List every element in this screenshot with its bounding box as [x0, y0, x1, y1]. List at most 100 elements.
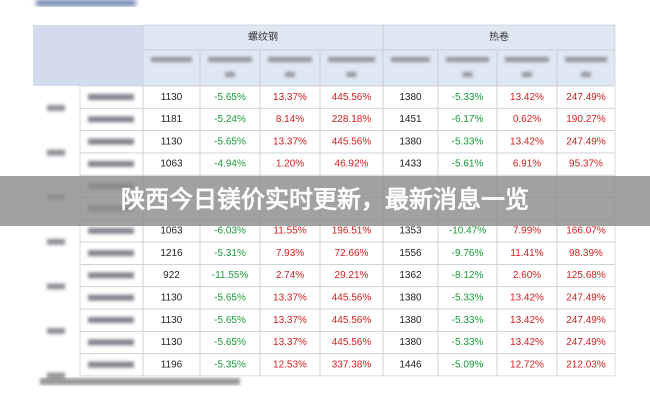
- cell-text: 11.41%: [510, 248, 543, 259]
- group-name-blur: [47, 328, 65, 334]
- cell-text: 0.62%: [513, 114, 541, 125]
- cell-text: 7.99%: [513, 226, 541, 237]
- cell-text: 46.92%: [335, 159, 369, 170]
- cell-text: 1181: [161, 114, 183, 125]
- subheader-blur: [208, 57, 252, 62]
- cell-text: -8.12%: [452, 270, 484, 281]
- row-name-blur: [88, 138, 134, 145]
- subheader-blur: [328, 57, 375, 62]
- cell-text: 445.56%: [332, 136, 372, 147]
- cell-text: 13.42%: [510, 292, 544, 303]
- row-name-blur: [88, 361, 134, 368]
- cell-text: 1130: [161, 292, 183, 303]
- cell-text: -5.33%: [452, 92, 484, 103]
- title-banner: [0, 176, 650, 226]
- row-name-blur: [88, 317, 134, 323]
- group-name-blur: [47, 283, 65, 290]
- cell-text: 1216: [160, 248, 183, 259]
- cell-text: 337.38%: [332, 359, 372, 370]
- cell-text: 2.74%: [276, 270, 304, 281]
- row-name-blur: [88, 272, 134, 279]
- cell-text: 1063: [160, 226, 183, 237]
- cell-text: 12.53%: [273, 359, 307, 370]
- cell-text: 12.72%: [510, 359, 544, 370]
- cell-text: -4.94%: [214, 159, 246, 170]
- cell-text: -5.33%: [452, 292, 484, 303]
- cell-text: -5.09%: [452, 359, 484, 370]
- cell-text: 6.91%: [513, 159, 541, 170]
- cell-text: 1353: [399, 226, 422, 237]
- cell-text: 13.42%: [510, 315, 544, 326]
- subheader-blur: [268, 57, 312, 62]
- header-left: [33, 25, 143, 86]
- cell-text: -5.24%: [214, 114, 246, 125]
- subheader-blur: [225, 72, 235, 77]
- row-name-blur: [88, 250, 134, 257]
- cell-text: 125.68%: [566, 270, 606, 281]
- cell-text: 445.56%: [332, 337, 372, 348]
- logo-blur: [36, 0, 136, 6]
- subheader-blur: [581, 72, 591, 77]
- cell-text: -5.33%: [452, 136, 484, 147]
- subheader-blur: [462, 72, 473, 77]
- cell-text: 1063: [160, 159, 183, 170]
- row-name-blur: [88, 94, 134, 100]
- row-name-blur: [88, 294, 134, 301]
- cell-text: 1130: [161, 337, 183, 348]
- cell-text: 29.21%: [335, 270, 369, 281]
- cell-text: -5.31%: [214, 248, 246, 259]
- cell-text: -9.76%: [452, 248, 484, 259]
- cell-text: -5.33%: [452, 315, 484, 326]
- group-name-blur: [47, 105, 65, 111]
- cell-text: 247.49%: [566, 292, 606, 303]
- cell-text: 247.49%: [566, 92, 606, 103]
- cell-text: -5.65%: [214, 136, 246, 147]
- group-label: 热卷: [489, 30, 509, 43]
- cell-text: 247.49%: [566, 337, 606, 348]
- group-name-blur: [47, 149, 65, 156]
- cell-text: 212.03%: [566, 359, 606, 370]
- cell-text: 445.56%: [332, 92, 372, 103]
- subheader-blur: [346, 72, 357, 77]
- cell-text: 922: [163, 270, 180, 281]
- cell-text: 1380: [399, 92, 422, 103]
- cell-text: -5.61%: [452, 159, 484, 170]
- cell-text: -11.55%: [212, 270, 249, 281]
- cell-text: 2.60%: [513, 270, 541, 281]
- cell-text: 1451: [399, 114, 422, 125]
- subheader-blur: [505, 57, 549, 62]
- cell-text: -5.65%: [214, 92, 246, 103]
- subheader-blur: [285, 72, 295, 77]
- cell-text: -5.65%: [214, 315, 246, 326]
- cell-text: 1446: [399, 359, 422, 370]
- cell-text: -10.47%: [449, 226, 486, 237]
- cell-text: 1380: [399, 337, 422, 348]
- cell-text: 72.66%: [335, 248, 369, 259]
- cell-text: 1380: [399, 292, 422, 303]
- cell-text: 13.37%: [273, 315, 307, 326]
- cell-text: 1196: [161, 359, 183, 370]
- cell-text: -5.33%: [452, 337, 484, 348]
- cell-text: 445.56%: [332, 315, 372, 326]
- cell-text: 1362: [399, 270, 422, 281]
- subheader-blur: [391, 57, 430, 62]
- cell-text: -5.65%: [214, 337, 246, 348]
- cell-text: 1380: [399, 315, 422, 326]
- row-name-blur: [88, 116, 134, 123]
- cell-text: 190.27%: [566, 114, 606, 125]
- cell-text: -5.65%: [214, 292, 246, 303]
- subheader-blur: [565, 57, 607, 62]
- cell-text: -6.17%: [452, 114, 484, 125]
- cell-text: 1556: [399, 248, 422, 259]
- cell-text: 247.49%: [566, 315, 606, 326]
- cell-text: 166.07%: [566, 226, 606, 237]
- cell-text: 95.37%: [569, 159, 603, 170]
- group-label: 螺纹钢: [248, 30, 278, 43]
- cell-text: 11.55%: [273, 226, 306, 237]
- cell-text: 13.37%: [273, 92, 307, 103]
- banner-title: 陕西今日镁价实时更新，最新消息一览: [121, 185, 529, 213]
- cell-text: 247.49%: [566, 136, 606, 147]
- cell-text: 1130: [161, 315, 183, 326]
- cell-text: 8.14%: [276, 114, 304, 125]
